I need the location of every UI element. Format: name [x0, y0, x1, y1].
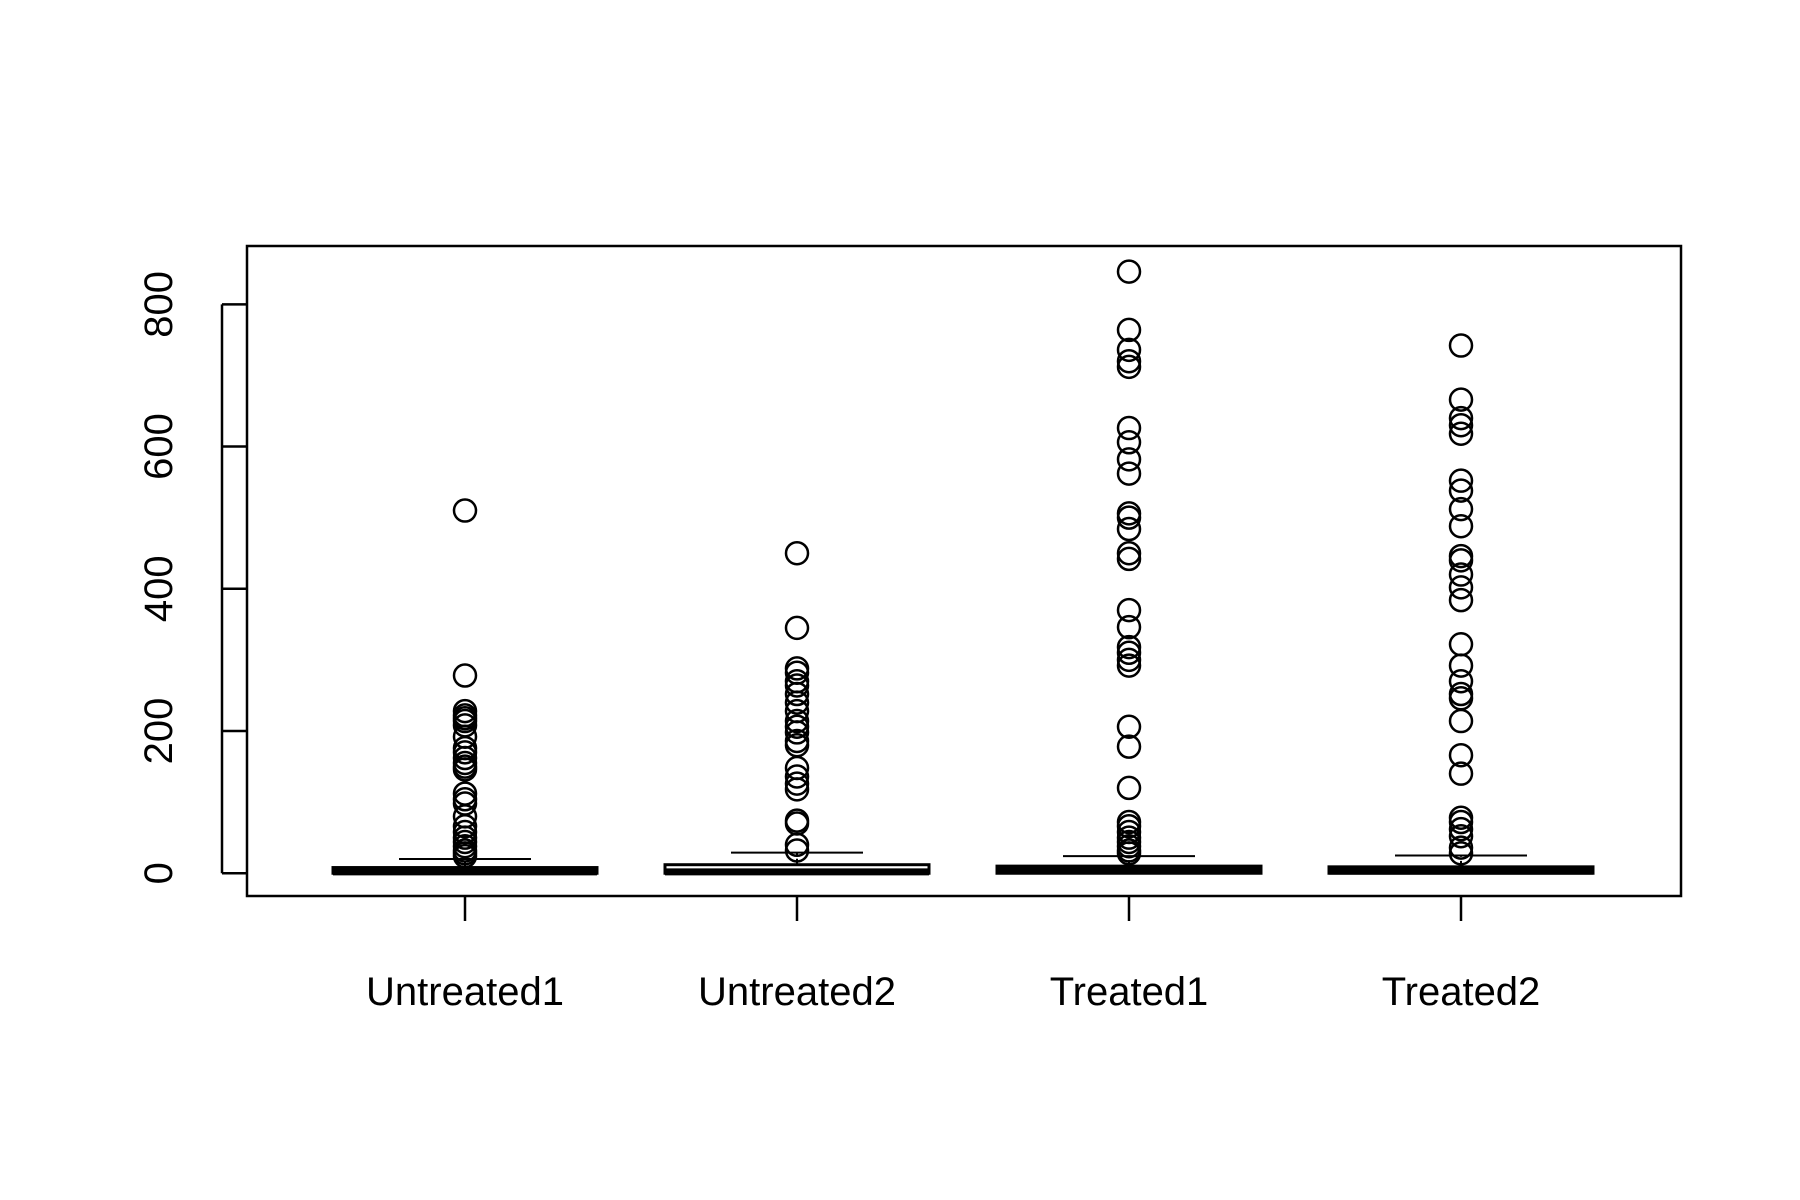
outlier-point — [1116, 714, 1142, 739]
outlier-point — [784, 690, 810, 715]
y-axis: 0 200 400 600 800 — [137, 271, 247, 884]
outlier-point — [1116, 775, 1142, 801]
outlier-point — [1448, 761, 1474, 786]
outlier-point — [784, 777, 810, 802]
outlier-point — [1116, 259, 1142, 284]
outlier-point — [452, 498, 478, 523]
outlier-point — [1448, 412, 1474, 438]
outlier-point — [1448, 496, 1474, 522]
outlier-point — [1448, 824, 1474, 849]
outlier-point — [1448, 421, 1474, 446]
y-tick-label: 200 — [137, 698, 181, 765]
outlier-point — [1448, 587, 1474, 613]
outlier-point — [1116, 415, 1142, 441]
outlier-point — [784, 673, 810, 698]
outlier-point — [452, 740, 478, 765]
outlier-point — [1116, 546, 1142, 572]
plot-frame — [245, 244, 1683, 898]
y-tick-label: 400 — [137, 555, 181, 622]
outlier-point — [784, 838, 810, 863]
y-tick-label: 600 — [137, 413, 181, 480]
outlier-point — [1116, 734, 1142, 759]
outlier-point — [1448, 387, 1474, 412]
boxes-layer — [331, 259, 1595, 876]
outlier-point — [1448, 333, 1474, 358]
outlier-point — [1448, 841, 1474, 866]
outlier-point — [1448, 835, 1474, 860]
outlier-point — [784, 708, 810, 734]
outlier-point — [784, 720, 810, 745]
outlier-point — [1116, 647, 1142, 673]
outlier-point — [452, 757, 478, 782]
outlier-point — [1448, 513, 1474, 539]
outlier-point — [1116, 814, 1142, 839]
outlier-point — [1448, 809, 1474, 835]
x-tick-label: Untreated2 — [698, 970, 896, 1014]
outlier-point — [1116, 841, 1142, 866]
outlier-point — [1448, 562, 1474, 587]
outlier-point — [1116, 516, 1142, 542]
outlier-point — [1116, 430, 1142, 455]
outlier-point — [1448, 742, 1474, 768]
outlier-point — [784, 832, 810, 858]
outlier-point — [1116, 614, 1142, 640]
outlier-point — [784, 540, 810, 566]
outlier-point — [1448, 816, 1474, 842]
x-tick-label: Untreated1 — [366, 970, 564, 1014]
outlier-point — [1116, 640, 1142, 666]
outlier-point — [1116, 653, 1142, 678]
outlier-point — [784, 714, 810, 739]
outlier-point — [784, 764, 810, 789]
outlier-point — [1116, 337, 1142, 363]
outlier-point — [452, 663, 478, 688]
box-group-treated2 — [1327, 333, 1595, 875]
outlier-point — [1448, 631, 1474, 657]
outlier-point — [1448, 548, 1474, 573]
y-tick-label: 0 — [137, 862, 181, 884]
outlier-point — [1116, 461, 1142, 486]
outlier-point — [1448, 575, 1474, 600]
outlier-point — [1116, 634, 1142, 660]
x-axis: Untreated1 Untreated2 Treated1 Treated2 — [366, 896, 1540, 1014]
outlier-point — [1448, 708, 1474, 734]
box-group-treated1 — [995, 259, 1263, 875]
outlier-point — [1116, 317, 1142, 343]
outlier-point — [1116, 354, 1142, 380]
box-group-untreated1 — [331, 498, 599, 876]
box-group-untreated2 — [663, 540, 931, 876]
outlier-point — [452, 843, 478, 869]
outlier-point — [1116, 348, 1142, 374]
outlier-point — [1116, 540, 1142, 566]
x-tick-label: Treated1 — [1050, 970, 1209, 1014]
outlier-point — [784, 771, 810, 796]
y-tick-label: 800 — [137, 271, 181, 338]
outlier-point — [1448, 468, 1474, 493]
outlier-point — [784, 615, 810, 641]
outlier-point — [1116, 505, 1142, 530]
outlier-point — [1448, 405, 1474, 431]
outlier-point — [1448, 668, 1474, 694]
outlier-point — [1116, 597, 1142, 623]
outlier-point — [784, 681, 810, 707]
outlier-point — [1448, 478, 1474, 503]
outlier-point — [1116, 447, 1142, 472]
outlier-point — [452, 814, 478, 839]
x-tick-label: Treated2 — [1382, 970, 1541, 1014]
outlier-point — [1448, 653, 1474, 678]
